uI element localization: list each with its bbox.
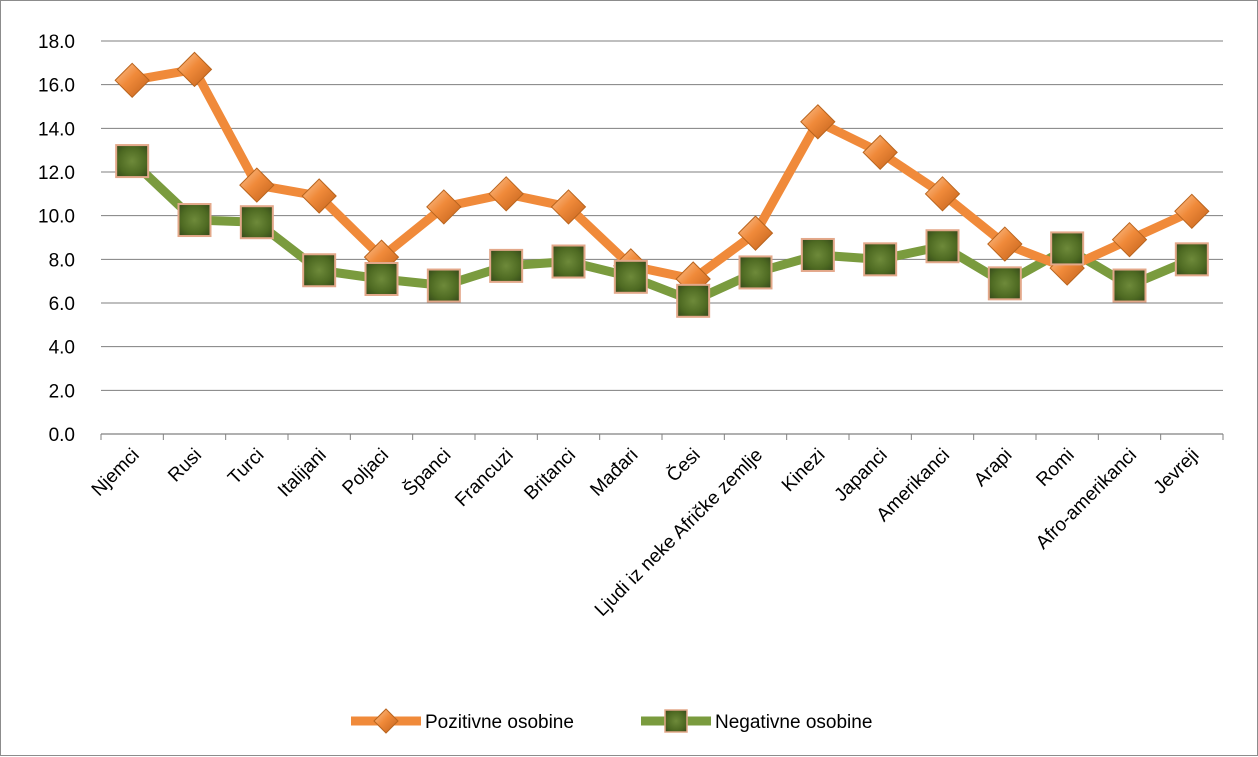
data-point-negativne (738, 255, 773, 290)
data-point-pozitivne (1111, 221, 1148, 258)
y-tick-label: 2.0 (49, 381, 75, 402)
x-category-label: Arapi (970, 445, 1016, 491)
data-point-negativne (551, 244, 586, 279)
data-point-negativne (426, 268, 461, 303)
x-category-label: Japanci (831, 445, 892, 506)
legend-label-pozitivne: Pozitivne osobine (425, 712, 574, 733)
data-point-negativne (925, 229, 960, 264)
data-point-pozitivne (426, 189, 462, 225)
data-point-pozitivne (550, 189, 587, 225)
y-tick-label: 18.0 (38, 32, 75, 53)
data-point-negativne (676, 283, 711, 318)
data-point-pozitivne (301, 178, 337, 214)
data-point-negativne (800, 237, 835, 272)
data-point-negativne (239, 205, 274, 240)
data-point-pozitivne (1174, 193, 1210, 230)
data-point-pozitivne (737, 215, 774, 251)
x-category-label: Mađari (586, 445, 642, 501)
x-category-label: Poljaci (339, 445, 393, 499)
data-point-pozitivne (862, 134, 898, 171)
legend-marker-pozitivne (373, 708, 399, 734)
series-line-negativne (127, 156, 1197, 306)
y-axis: 0.0 2.0 4.0 6.0 8.0 10.0 12.0 14.0 16.0 18.0 (38, 32, 75, 446)
legend-marker-negativne (664, 709, 688, 733)
y-tick-label: 4.0 (49, 338, 75, 359)
data-point-negativne (1174, 242, 1209, 277)
data-point-pozitivne (176, 51, 213, 88)
x-category-label: Italijani (274, 445, 331, 502)
data-point-pozitivne (800, 104, 836, 140)
x-category-label: Jevreji (1150, 445, 1204, 499)
x-category-label: Česi (662, 444, 704, 486)
data-point-pozitivne (488, 176, 524, 212)
data-point-pozitivne (114, 62, 150, 99)
x-category-label: Romi (1032, 445, 1078, 491)
grid-layer (100, 40, 1224, 440)
y-tick-label: 14.0 (38, 119, 75, 140)
x-category-label: Rusi (164, 445, 206, 487)
data-point-negativne (987, 266, 1022, 301)
data-point-negativne (1050, 231, 1085, 266)
data-point-negativne (177, 203, 212, 238)
y-tick-label: 10.0 (38, 207, 75, 228)
data-point-negativne (1112, 268, 1147, 303)
x-category-label: Španci (399, 444, 456, 501)
x-category-label: Francuzi (451, 445, 517, 511)
legend: Pozitivne osobine Negativne osobine (351, 708, 872, 734)
data-point-negativne (115, 144, 150, 179)
data-point-pozitivne (924, 176, 961, 212)
data-point-pozitivne (987, 226, 1023, 262)
legend-label-negativne: Negativne osobine (715, 712, 872, 733)
x-category-label: Kinezi (778, 445, 829, 496)
y-tick-label: 16.0 (38, 76, 75, 97)
series-layer (114, 51, 1210, 318)
y-tick-label: 12.0 (38, 163, 75, 184)
x-axis: Njemci Rusi Turci Italijani Poljaci ŠpanciFra… (88, 444, 1204, 621)
x-category-label: Britanci (520, 445, 580, 505)
data-point-negativne (364, 261, 399, 296)
y-tick-label: 0.0 (49, 425, 75, 446)
y-tick-label: 6.0 (49, 294, 75, 315)
data-point-negativne (489, 248, 524, 283)
x-category-label: Turci (224, 445, 268, 489)
data-point-negativne (863, 242, 898, 277)
data-point-pozitivne (239, 167, 275, 203)
x-category-label: Njemci (88, 445, 144, 501)
data-point-negativne (613, 259, 648, 294)
y-tick-label: 8.0 (49, 250, 75, 271)
data-point-negativne (302, 253, 337, 288)
